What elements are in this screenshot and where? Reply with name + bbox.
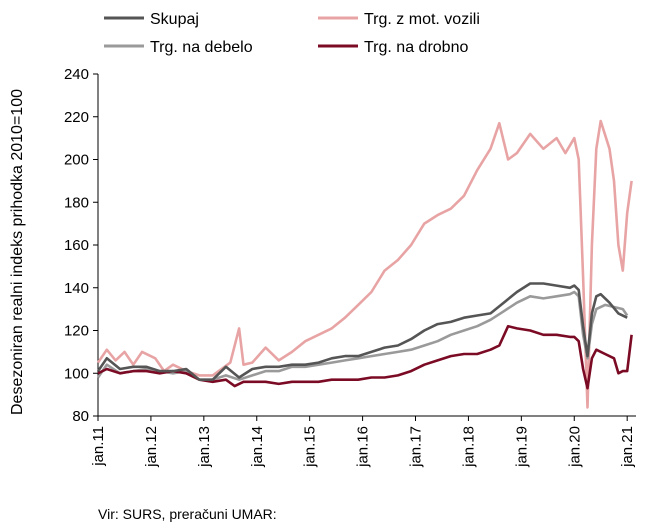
series-line-1: [96, 119, 633, 409]
legend-label-2: Trg. na debelo: [150, 39, 253, 56]
y-tick-label: 200: [64, 152, 89, 169]
x-tick-label: jan.19: [513, 426, 530, 468]
x-tick-label: jan.18: [460, 426, 477, 468]
x-tick-label: jan.21: [619, 426, 636, 468]
y-tick-label: 120: [64, 323, 89, 340]
x-tick-label: jan.11: [90, 426, 107, 467]
y-tick-label: 140: [64, 280, 89, 297]
y-tick-label: 80: [72, 408, 89, 425]
legend-label-3: Trg. na drobno: [364, 39, 468, 56]
x-tick-label: jan.14: [249, 426, 266, 468]
x-tick-label: jan.16: [355, 426, 372, 468]
y-tick-label: 240: [64, 66, 89, 83]
x-tick-label: jan.17: [408, 426, 425, 468]
legend-label-0: Skupaj: [150, 11, 199, 28]
y-tick-label: 220: [64, 109, 89, 126]
series-line-0: [96, 282, 628, 382]
x-tick-label: jan.15: [302, 426, 319, 468]
legend: Skupaj Trg. z mot. vozili Trg. na debelo Tr…: [104, 11, 480, 56]
y-axis-label: Desezoniran realni indeks prihodka 2010=…: [9, 89, 26, 415]
source-note: Vir: SURS, preračuni UMAR:: [98, 506, 277, 522]
y-tick-label: 100: [64, 365, 89, 382]
y-tick-label: 160: [64, 237, 89, 254]
axes: 80 100 120 140 160 180 200 220 240 jan.11 jan.12 ja…: [64, 66, 636, 468]
series-lines: [96, 119, 633, 409]
x-tick-label: jan.20: [566, 426, 583, 468]
x-tick-label: jan.13: [196, 426, 213, 468]
y-tick-label: 180: [64, 194, 89, 211]
legend-label-1: Trg. z mot. vozili: [364, 11, 480, 28]
x-tick-label: jan.12: [143, 426, 160, 468]
